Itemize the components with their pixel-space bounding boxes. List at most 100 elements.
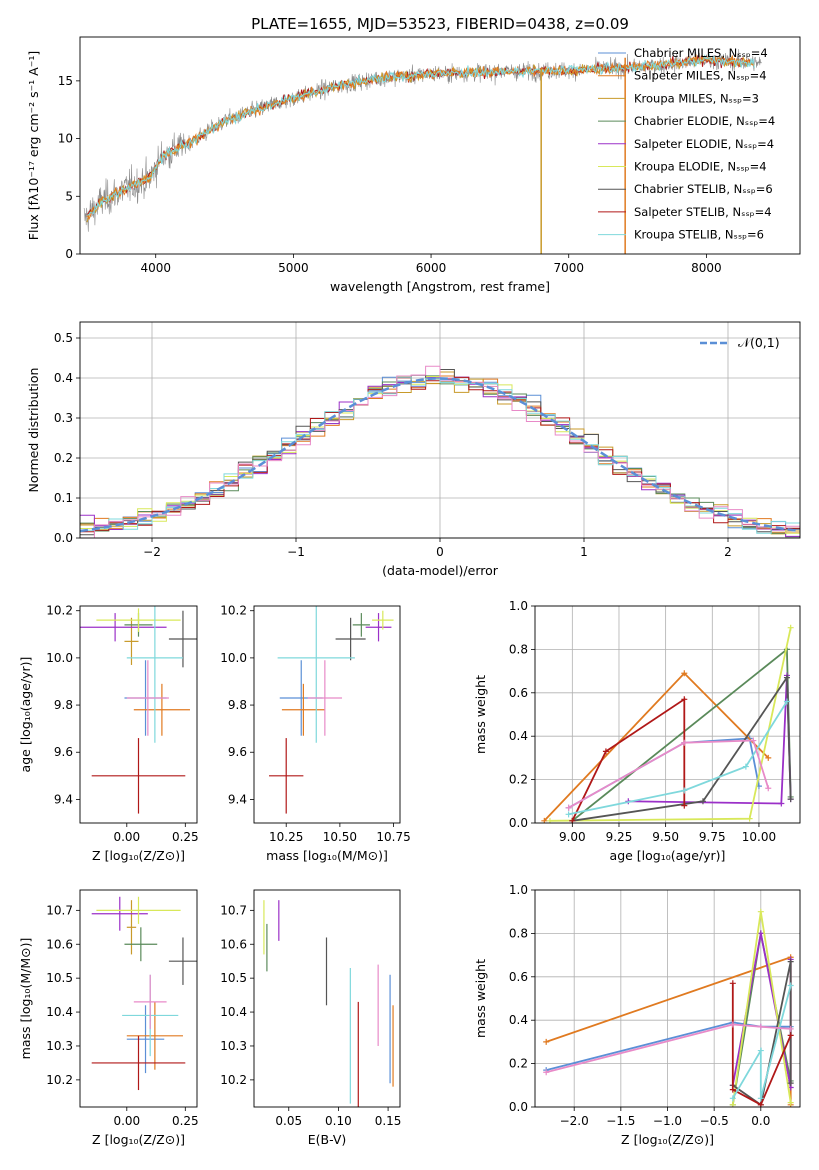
y-tick-label: 0.2: [54, 451, 73, 465]
x-tick-label: 10.75: [376, 830, 410, 844]
spectrum-model-line: [86, 53, 755, 216]
x-tick-label: −1.5: [606, 1114, 635, 1128]
figure-title: PLATE=1655, MJD=53523, FIBERID=0438, z=0…: [251, 15, 629, 33]
weight-marker: [757, 1023, 764, 1030]
spectrum-legend: Chabrier MILES, Nₛₛₚ=4 Salpeter MILES, Nₛ…: [598, 46, 775, 242]
x-tick-label: 7000: [553, 261, 584, 275]
weight-marker: [787, 982, 794, 989]
x-tick-label: 0.15: [375, 1114, 402, 1128]
y-tick-label: 10.5: [46, 971, 73, 985]
x-axis-label: Z [log₁₀(Z/Z⊙)]: [92, 848, 185, 863]
weight-series-line: [731, 983, 792, 1107]
weight-marker: [757, 930, 764, 937]
weight-marker: [787, 1025, 794, 1032]
y-tick-label: 0.3: [54, 411, 73, 425]
weight-series-line: [568, 701, 788, 816]
weight-marker: [543, 1069, 550, 1076]
axes-age_vs_Z: 0.00 0.25 9.4 9.6 9.8 10.0 10.2 Z [log₁₀(Z/Z⊙)]…: [18, 604, 199, 863]
axes-weight_vs_age: 9.00 9.25 9.50 9.75 10.00 0.0 0.2 0.4 0.6 0.8 1.0 a…: [473, 599, 801, 863]
weight-marker: [787, 1099, 794, 1106]
plot-area-weight_vs_age: [541, 624, 794, 823]
weight-marker: [565, 811, 572, 818]
x-axis-label: Z [log₁₀(Z/Z⊙)]: [92, 1132, 185, 1147]
x-tick-label: 0.25: [172, 1114, 199, 1128]
y-tick-label: 0.0: [54, 531, 73, 545]
weight-marker: [783, 674, 790, 681]
weight-marker: [681, 739, 688, 746]
y-tick-label: 0.5: [54, 331, 73, 345]
x-tick-label: 8000: [691, 261, 722, 275]
y-tick-label: 10.2: [46, 1073, 73, 1087]
y-axis-label: Normed distribution: [26, 368, 41, 493]
y-axis-label: mass weight: [473, 959, 488, 1038]
legend-entry: Kroupa STELIB, Nₛₛₚ=6: [634, 228, 764, 242]
y-tick-label: 10.3: [46, 1039, 73, 1053]
axes-frame: [79, 321, 801, 539]
x-tick-label: −2: [143, 545, 161, 559]
x-tick-label: 0.0: [751, 1114, 770, 1128]
x-tick-label: 0.00: [113, 1114, 140, 1128]
x-tick-label: 10.00: [742, 830, 776, 844]
weight-marker: [778, 800, 785, 807]
axes-age_vs_mass: 10.25 10.50 10.75 9.4 9.6 9.8 10.0 10.2 mass [lo…: [220, 604, 410, 863]
x-tick-label: 9.50: [652, 830, 679, 844]
weight-marker: [699, 798, 706, 805]
x-axis-label: Z [log₁₀(Z/Z⊙)]: [621, 1132, 714, 1147]
y-tick-label: 10.3: [220, 1039, 247, 1053]
y-tick-label: 0.1: [54, 491, 73, 505]
axes-residuals: −2 −1 0 1 2 0.0 0.1 0.2 0.3 0.4 0.5 (data-model)/er…: [26, 321, 801, 578]
x-tick-label: 4000: [140, 261, 171, 275]
y-tick-label: 10.0: [220, 651, 247, 665]
weight-marker: [602, 748, 609, 755]
x-tick-label: 0.00: [113, 830, 140, 844]
x-tick-label: 1: [580, 545, 588, 559]
y-tick-label: 9.8: [228, 698, 247, 712]
x-tick-label: 0: [436, 545, 444, 559]
y-tick-label: 10.4: [220, 1005, 247, 1019]
x-tick-label: 0.10: [325, 1114, 352, 1128]
weight-series-line: [545, 1023, 791, 1074]
weight-marker: [765, 785, 772, 792]
y-tick-label: 10: [58, 132, 73, 146]
y-tick-label: 10.7: [220, 903, 247, 917]
y-tick-label: 15: [58, 74, 73, 88]
plot-area-residuals: [80, 365, 800, 538]
legend-entry: Chabrier STELIB, Nₛₛₚ=6: [634, 182, 773, 196]
x-tick-label: 10.25: [269, 830, 303, 844]
plot-area-mass_vs_EBV: [263, 900, 394, 1107]
weight-marker: [787, 796, 794, 803]
axes-frame: [253, 605, 401, 824]
plot-area-spectrum: [83, 49, 762, 254]
weight-marker: [729, 1021, 736, 1028]
weight-marker: [750, 737, 757, 744]
x-axis-label: mass [log₁₀(M/M⊙)]: [266, 848, 388, 863]
weight-marker: [729, 1095, 736, 1102]
axes-mass_vs_Z: 0.00 0.25 10.2 10.3 10.4 10.5 10.6 10.7 Z [log₁₀…: [18, 889, 199, 1147]
weight-marker: [757, 1095, 764, 1102]
y-tick-label: 10.6: [220, 937, 247, 951]
y-tick-label: 0.0: [509, 816, 528, 830]
y-tick-label: 0.2: [509, 1057, 528, 1071]
y-tick-label: 9.4: [228, 792, 247, 806]
weight-marker: [757, 908, 764, 915]
y-tick-label: 0.6: [509, 686, 528, 700]
x-tick-label: 0.25: [172, 830, 199, 844]
y-tick-label: 9.4: [54, 792, 73, 806]
weight-marker: [543, 1038, 550, 1045]
y-axis-label: mass weight: [473, 675, 488, 754]
y-tick-label: 10.2: [220, 604, 247, 618]
weight-marker: [765, 754, 772, 761]
y-tick-label: 0.4: [509, 1013, 528, 1027]
y-axis-label: age [log₁₀(age/yr)]: [18, 657, 33, 773]
x-tick-label: 0.05: [275, 1114, 302, 1128]
weight-marker: [787, 1032, 794, 1039]
weight-marker: [681, 670, 688, 677]
x-tick-label: 9.00: [559, 830, 586, 844]
legend-entry: Salpeter ELODIE, Nₛₛₚ=4: [634, 137, 774, 151]
weight-marker: [681, 802, 688, 809]
weight-series-line: [543, 672, 769, 822]
x-tick-label: −1.0: [653, 1114, 682, 1128]
plot-area-age_vs_Z: [80, 606, 197, 814]
y-axis-label: Flux [fλ10⁻¹⁷ erg cm⁻² s⁻¹ A⁻¹]: [26, 51, 41, 240]
